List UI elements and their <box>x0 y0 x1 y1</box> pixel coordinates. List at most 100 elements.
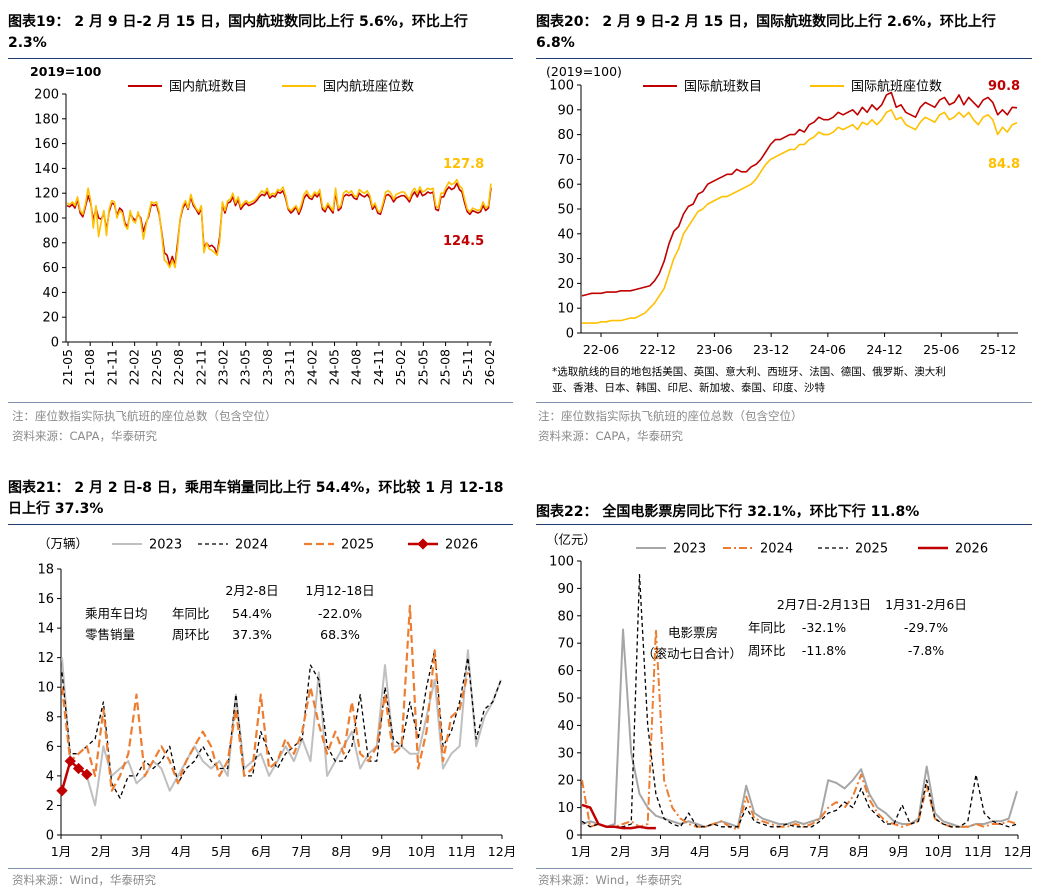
c19-series-国内航班座位数-line <box>66 178 492 269</box>
c21-y-tick-label: 16 <box>37 592 54 607</box>
c19-x-tick-label: 21-11 <box>104 349 119 385</box>
c21-legend-label-2024: 2024 <box>235 538 268 553</box>
c20-legend-label-国际航班座位数: 国际航班座位数 <box>851 79 942 95</box>
c20-y-tick-label: 20 <box>557 277 574 292</box>
c21-legend-label-2023: 2023 <box>149 538 182 553</box>
c21-series-2026-marker <box>56 785 68 797</box>
c20-y-tick-label: 30 <box>557 252 574 267</box>
c21-legend-marker-2026 <box>417 538 429 550</box>
c21-y-tick-label: 4 <box>46 769 54 784</box>
c19-x-tick-label: 24-08 <box>349 349 364 385</box>
c22-x-tick-label: 12月 <box>1004 844 1032 859</box>
c20-x-tick-label: 23-12 <box>753 342 789 357</box>
c21-ann-wow-1: 37.3% <box>232 627 272 642</box>
c22-legend-label-2024: 2024 <box>760 542 793 557</box>
panel-chart-21: 图表21： 2 月 2 日-8 日，乘用车销量同比上行 54.4%，环比较 1 … <box>0 445 518 893</box>
chart-21-svg: 0 2 4 6 8 10 12 14 16 18 1月 2月 3月 4月 5月 6月 7月 8月 9月 10月 11月 1… <box>37 536 516 859</box>
c22-ann-yoy-2: -29.7% <box>904 620 948 635</box>
c19-x-tick-label: 23-11 <box>282 349 297 385</box>
c22-ann-label-wow: 周环比 <box>748 643 786 658</box>
c22-y-tick-label: 50 <box>557 692 574 707</box>
c21-x-tick-label: 3月 <box>131 844 151 859</box>
panel-chart-20: 图表20： 2 月 9 日-2 月 15 日，国际航班数同比上行 2.6%，环比… <box>518 0 1037 445</box>
c21-ann-wow-2: 68.3% <box>320 627 360 642</box>
chart-20-note: 注：座位数指实际执飞航班的座位总数（包含空位） <box>538 409 803 423</box>
chart-20-svg: 0 10 20 30 40 50 60 70 80 90 100 22-06 22-12 23-06 23-… <box>546 64 1020 357</box>
c22-y-tick-label: 20 <box>557 774 574 789</box>
c21-series-2025-line <box>60 604 469 792</box>
chart-22-top-rule <box>536 524 1032 525</box>
c19-x-tick-label: 25-08 <box>438 349 453 385</box>
c20-y-tick-label: 100 <box>549 79 574 94</box>
c21-ann-label-yoy: 年同比 <box>172 606 210 621</box>
c22-x-tick-label: 8月 <box>849 844 869 859</box>
c22-x-tick-label: 5月 <box>730 844 750 859</box>
c22-legend-label-2025: 2025 <box>855 542 888 557</box>
chart-19-svg: 0 20 40 60 80 100 120 140 160 180 200 21-05 21-08 21-… <box>30 64 497 385</box>
chart-20-footnote-1: *选取航线的目的地包括美国、英国、意大利、西班牙、法国、德国、俄罗斯、澳大利 <box>552 366 946 378</box>
c22-series-2023-line <box>581 628 1018 828</box>
c19-x-tick-label: 23-02 <box>215 349 230 385</box>
c21-ann-yoy-1: 54.4% <box>232 606 272 621</box>
c21-x-tick-label: 11月 <box>448 844 476 859</box>
c22-x-tick-label: 7月 <box>809 844 829 859</box>
c22-ann-left-1: 电影票房 <box>668 625 718 640</box>
c21-x-tick-label: 4月 <box>171 844 191 859</box>
chart-20-bottom-rule <box>536 402 1032 403</box>
chart-22-svg: 0 10 20 30 40 50 60 70 80 90 100 1月 2月 3月 4月 5月 6月 7月 8月 9月… <box>546 532 1032 859</box>
c22-ann-header-2: 1月31-2月6日 <box>885 597 967 612</box>
c21-ann-header-2: 1月12-18日 <box>305 583 374 598</box>
c19-x-tick-label: 25-02 <box>393 349 408 385</box>
c21-y-tick-label: 10 <box>37 681 54 696</box>
c22-x-tick-label: 11月 <box>964 844 992 859</box>
c20-x-tick-label: 22-06 <box>583 342 619 357</box>
c19-x-tick-label: 21-08 <box>82 349 97 385</box>
c21-x-tick-label: 12月 <box>488 844 516 859</box>
chart-19-top-rule <box>8 58 513 59</box>
chart-19-note: 注：座位数指实际执飞航班的座位总数（包含空位） <box>12 409 277 423</box>
c22-y-tick-label: 30 <box>557 746 574 761</box>
c22-ann-wow-2: -7.8% <box>908 643 944 658</box>
c20-series-国际航班座位数-line <box>582 109 1018 324</box>
c19-series-国内航班座位数-end-label: 127.8 <box>443 157 484 172</box>
c19-x-tick-label: 21-05 <box>60 349 75 385</box>
c20-unit-label: (2019=100) <box>546 64 622 79</box>
c22-ann-wow-1: -11.8% <box>802 643 846 658</box>
c19-x-tick-label: 24-11 <box>371 349 386 385</box>
c20-x-tick-label: 23-06 <box>696 342 732 357</box>
chart-19-title: 图表19： 2 月 9 日-2 月 15 日，国内航班数同比上行 5.6%，环比… <box>8 14 468 51</box>
c19-x-tick-label: 22-02 <box>127 349 142 385</box>
c20-y-tick-label: 0 <box>566 327 574 342</box>
panel-chart-19: 图表19： 2 月 9 日-2 月 15 日，国内航班数同比上行 5.6%，环比… <box>0 0 518 445</box>
c21-legend-label-2025: 2025 <box>341 538 374 553</box>
c19-y-tick-label: 20 <box>42 311 59 326</box>
c19-y-tick-label: 60 <box>42 261 59 276</box>
chart-22-bottom-rule <box>536 868 1032 869</box>
c19-series-国内航班数目-line <box>66 182 492 266</box>
chart-21-title: 图表21： 2 月 2 日-8 日，乘用车销量同比上行 54.4%，环比较 1 … <box>8 480 504 517</box>
c19-unit-label: 2019=100 <box>30 64 102 79</box>
c21-y-tick-label: 6 <box>46 740 54 755</box>
chart-21-top-rule <box>8 524 513 525</box>
c22-y-tick-label: 60 <box>557 664 574 679</box>
c20-y-tick-label: 80 <box>557 128 574 143</box>
c22-x-tick-label: 9月 <box>889 844 909 859</box>
c21-unit-label: （万辆） <box>38 536 88 551</box>
c21-y-tick-label: 8 <box>46 710 54 725</box>
c22-series-2025-line <box>581 574 1018 828</box>
c19-x-tick-label: 23-05 <box>238 349 253 385</box>
c21-x-tick-label: 8月 <box>331 844 351 859</box>
c21-x-tick-label: 10月 <box>408 844 436 859</box>
c19-x-tick-label: 23-08 <box>260 349 275 385</box>
c20-y-tick-label: 70 <box>557 153 574 168</box>
c22-x-tick-label: 3月 <box>650 844 670 859</box>
c22-y-tick-label: 70 <box>557 637 574 652</box>
c22-y-tick-label: 40 <box>557 719 574 734</box>
c19-y-tick-label: 0 <box>51 336 59 351</box>
c19-x-tick-label: 25-05 <box>415 349 430 385</box>
c22-series-2024-line <box>581 628 1018 831</box>
c22-ann-header-1: 2月7日-2月13日 <box>777 597 871 612</box>
chart-20-footnote-2: 亚、香港、日本、韩国、印尼、新加坡、泰国、印度、沙特 <box>552 382 825 394</box>
chart-21-bottom-rule <box>8 868 513 869</box>
c20-x-tick-label: 25-06 <box>923 342 959 357</box>
